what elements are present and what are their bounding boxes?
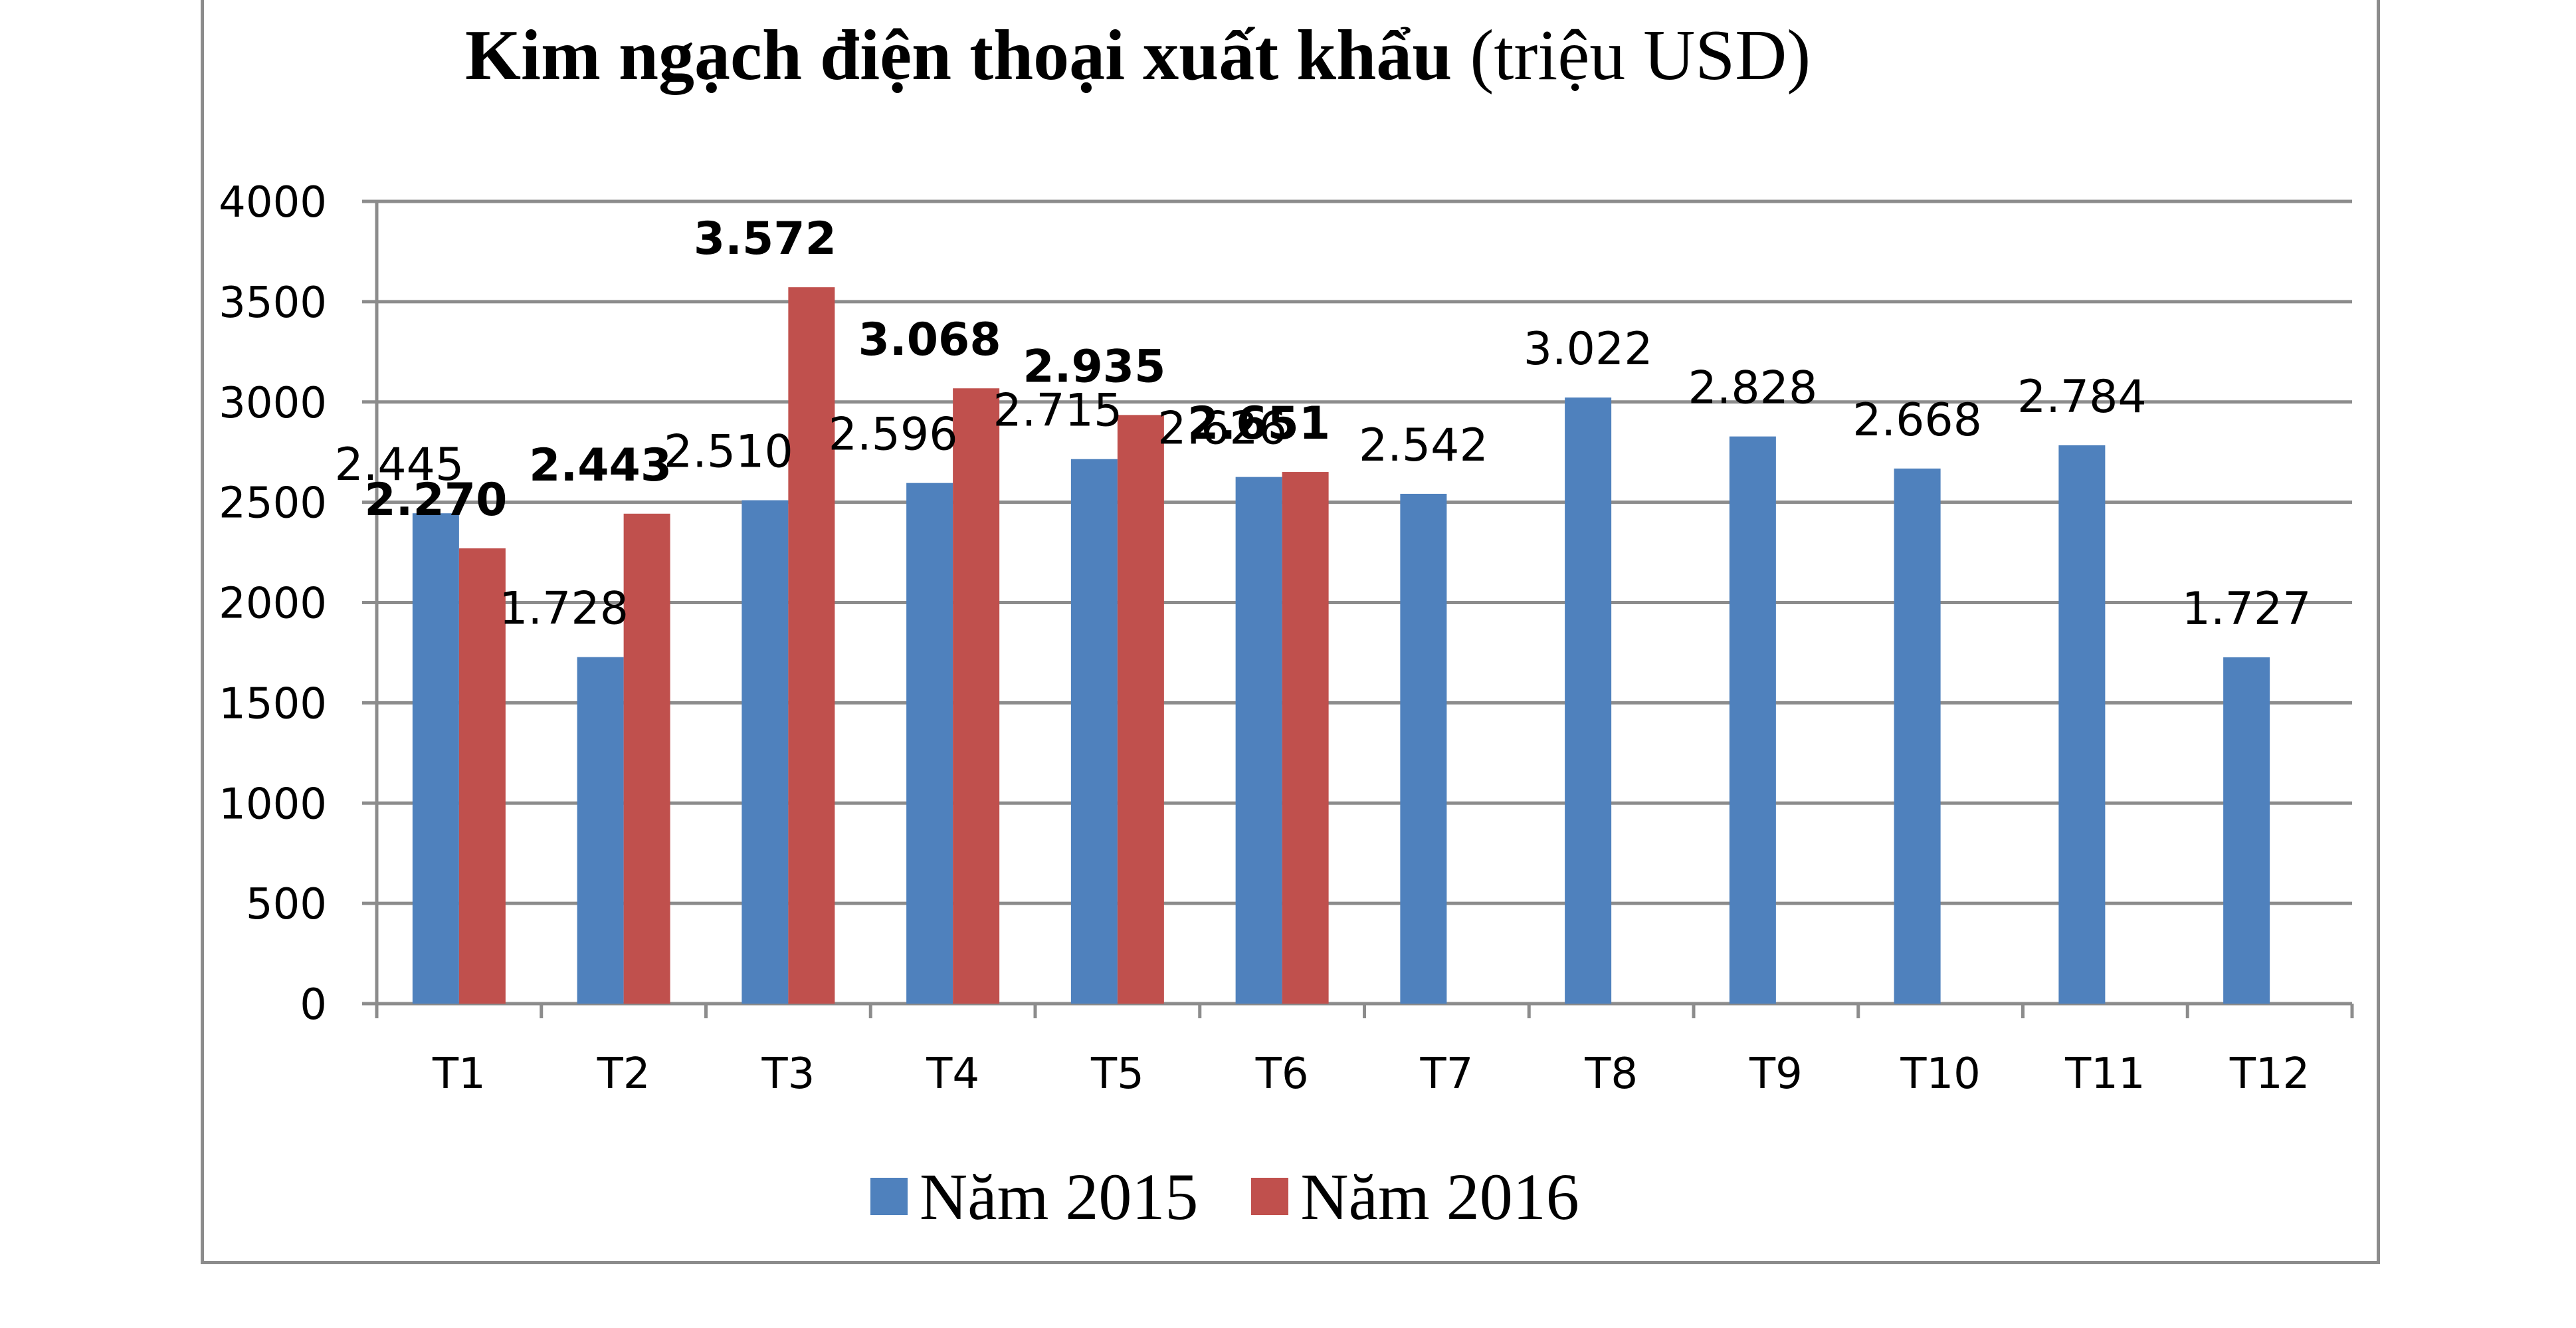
bar-2015 <box>2223 657 2270 1004</box>
y-tick-label: 2500 <box>219 479 327 528</box>
x-tick-label: T11 <box>2064 1050 2145 1099</box>
bar-2015 <box>1729 436 1776 1004</box>
data-label-2015: 1.728 <box>499 583 629 635</box>
legend-label-2016: Năm 2016 <box>1300 1159 1579 1234</box>
data-label-2015: 2.596 <box>829 409 958 461</box>
x-tick-label: T8 <box>1584 1050 1638 1099</box>
y-tick-label: 1500 <box>219 679 327 728</box>
data-label-2015: 2.715 <box>993 385 1123 437</box>
bar-2016 <box>788 287 835 1004</box>
bar-2015 <box>906 483 953 1004</box>
chart-title: Kim ngạch điện thoại xuất khẩu (triệu US… <box>465 15 1993 108</box>
data-label-2016: 2.443 <box>529 439 672 492</box>
data-label-2015: 2.626 <box>1157 403 1287 455</box>
legend-label-2015: Năm 2015 <box>920 1159 1199 1234</box>
bar-2016 <box>1117 415 1164 1004</box>
legend-item-2016: Năm 2016 <box>1251 1159 1579 1235</box>
bar-2015 <box>2058 445 2106 1004</box>
x-tick-label: T4 <box>926 1050 979 1099</box>
legend-swatch-2016 <box>1251 1178 1289 1215</box>
data-label-2016: 2.270 <box>364 474 507 526</box>
bar-2015 <box>1070 459 1118 1004</box>
y-tick-label: 4000 <box>219 178 327 227</box>
x-tick-label: T6 <box>1255 1050 1309 1099</box>
x-tick-label: T2 <box>597 1050 650 1099</box>
data-label-2015: 2.668 <box>1852 394 1982 447</box>
bar-2015 <box>1400 493 1447 1004</box>
y-tick-label: 3000 <box>219 379 327 428</box>
bar-2016 <box>623 513 670 1004</box>
data-label-2016: 2.935 <box>1023 340 1165 393</box>
bar-2016 <box>953 388 1000 1004</box>
data-label-2015: 2.828 <box>1688 362 1818 415</box>
bar-2015 <box>412 513 459 1004</box>
y-tick-label: 1000 <box>219 780 327 829</box>
legend-swatch-2015 <box>870 1178 908 1215</box>
chart-title-bold: Kim ngạch điện thoại xuất khẩu <box>465 16 1452 95</box>
x-tick-label: T5 <box>1090 1050 1144 1099</box>
x-tick-label: T10 <box>1900 1050 1981 1099</box>
data-label-2015: 2.510 <box>664 426 793 479</box>
bar-2015 <box>577 657 624 1004</box>
bar-2016 <box>458 548 506 1004</box>
x-tick-label: T9 <box>1749 1050 1803 1099</box>
data-label-2015: 2.784 <box>2017 371 2147 423</box>
bar-2015 <box>742 500 789 1004</box>
bar-2015 <box>1565 397 1612 1004</box>
data-label-2015: 1.727 <box>2182 583 2312 635</box>
legend: Năm 2015 Năm 2016 <box>870 1157 1633 1236</box>
y-tick-label: 2000 <box>219 580 327 629</box>
y-tick-label: 3500 <box>219 278 327 328</box>
data-label-2015: 2.445 <box>335 439 464 491</box>
x-tick-label: T1 <box>432 1050 486 1099</box>
y-tick-label: 0 <box>300 980 327 1030</box>
x-tick-label: T12 <box>2229 1050 2310 1099</box>
legend-item-2015: Năm 2015 <box>870 1159 1198 1235</box>
bar-2015 <box>1894 468 1941 1004</box>
chart-title-unit: (triệu USD) <box>1470 16 1811 95</box>
data-label-2016: 2.651 <box>1187 397 1330 450</box>
bar-2016 <box>1282 472 1329 1004</box>
bar-2015 <box>1235 477 1282 1004</box>
data-label-2016: 3.572 <box>694 213 837 265</box>
y-tick-label: 500 <box>246 880 327 929</box>
data-label-2016: 3.068 <box>858 314 1001 366</box>
x-tick-label: T7 <box>1419 1050 1473 1099</box>
data-label-2015: 2.542 <box>1359 419 1488 472</box>
data-label-2015: 3.022 <box>1524 323 1653 376</box>
x-tick-label: T3 <box>761 1050 815 1099</box>
